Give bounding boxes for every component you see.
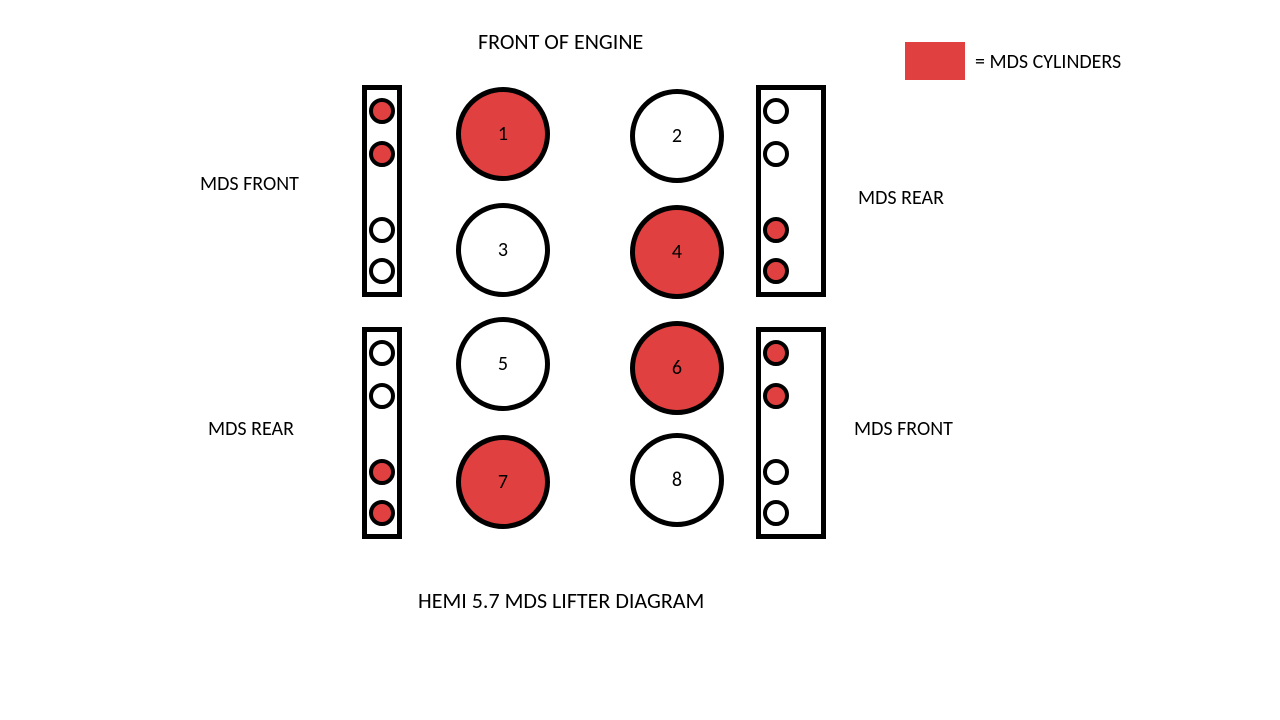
cylinder-2: 2 xyxy=(630,89,724,183)
top-title: FRONT OF ENGINE xyxy=(478,28,643,55)
label-left-lower: MDS REAR xyxy=(208,417,294,441)
cylinder-number: 6 xyxy=(672,356,682,380)
lifter-dot xyxy=(763,258,789,284)
bottom-title: HEMI 5.7 MDS LIFTER DIAGRAM xyxy=(418,587,704,614)
lifter-dot xyxy=(763,217,789,243)
lifter-dot xyxy=(369,98,395,124)
label-right-upper: MDS REAR xyxy=(858,186,944,210)
cylinder-5: 5 xyxy=(456,317,550,411)
label-right-lower: MDS FRONT xyxy=(854,417,953,441)
cylinder-3: 3 xyxy=(456,203,550,297)
cylinder-6: 6 xyxy=(630,321,724,415)
lifter-dot xyxy=(763,98,789,124)
cylinder-8: 8 xyxy=(630,433,724,527)
legend-swatch xyxy=(905,42,965,80)
lifter-dot xyxy=(763,500,789,526)
cylinder-number: 1 xyxy=(498,122,508,146)
cylinder-7: 7 xyxy=(456,435,550,529)
lifter-dot xyxy=(763,459,789,485)
lifter-dot xyxy=(369,141,395,167)
lifter-dot xyxy=(369,459,395,485)
lifter-dot xyxy=(763,383,789,409)
cylinder-number: 4 xyxy=(672,240,682,264)
legend-text: = MDS CYLINDERS xyxy=(975,50,1121,74)
lifter-dot xyxy=(369,258,395,284)
cylinder-number: 8 xyxy=(672,468,682,492)
cylinder-number: 2 xyxy=(672,124,682,148)
cylinder-number: 7 xyxy=(498,470,508,494)
cylinder-4: 4 xyxy=(630,205,724,299)
lifter-dot xyxy=(369,383,395,409)
cylinder-number: 3 xyxy=(498,238,508,262)
cylinder-1: 1 xyxy=(456,87,550,181)
lifter-dot xyxy=(763,340,789,366)
label-left-upper: MDS FRONT xyxy=(200,172,299,196)
lifter-dot xyxy=(763,141,789,167)
cylinder-number: 5 xyxy=(498,352,508,376)
lifter-dot xyxy=(369,500,395,526)
engine-diagram: FRONT OF ENGINE = MDS CYLINDERS MDS FRON… xyxy=(0,0,1280,720)
lifter-dot xyxy=(369,340,395,366)
lifter-dot xyxy=(369,217,395,243)
